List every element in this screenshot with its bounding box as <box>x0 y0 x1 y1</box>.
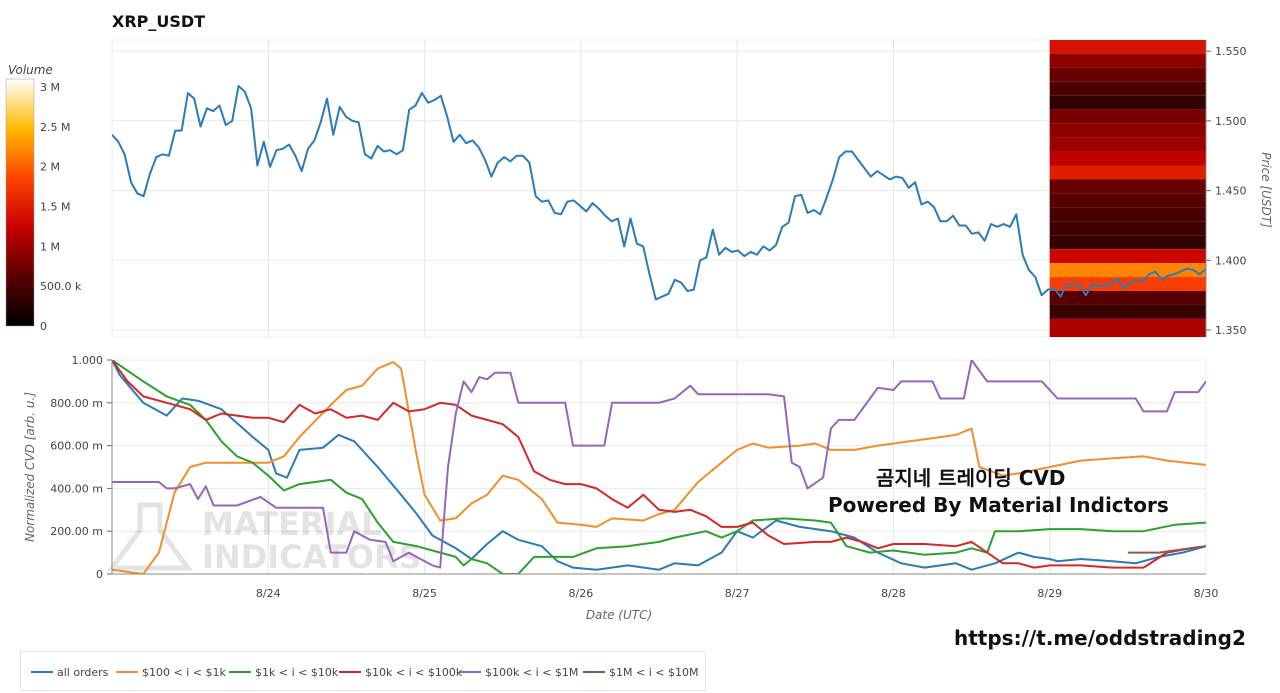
watermark-text-2: INDICATORS <box>202 538 422 576</box>
price-tick-label: 1.350 <box>1215 324 1247 337</box>
heatmap-cell <box>1049 81 1206 96</box>
cvd-panel <box>111 359 1207 575</box>
cvd-tick-label: 0 <box>96 568 103 581</box>
legend-swatch <box>229 671 251 673</box>
x-tick-label: 8/25 <box>412 587 437 600</box>
cvd-tick-label: 800.00 m <box>50 397 103 410</box>
heatmap-cell <box>1049 263 1206 278</box>
legend-swatch <box>116 671 138 673</box>
cvd-tick-label: 1.000 <box>72 354 104 367</box>
heatmap-cell <box>1049 165 1206 180</box>
x-tick-label: 8/28 <box>881 587 906 600</box>
chart-title: XRP_USDT <box>112 12 206 31</box>
legend-item[interactable]: all orders <box>31 666 108 679</box>
heatmap-cell <box>1049 290 1206 305</box>
cvd-tick-label: 600.00 m <box>50 440 103 453</box>
colorbar-tick-label: 2 M <box>40 161 60 174</box>
price-tick-label: 1.400 <box>1215 254 1247 267</box>
colorbar-tick-label: 2.5 M <box>40 121 70 134</box>
colorbar-title: Volume <box>8 63 53 77</box>
flask-icon <box>107 502 193 571</box>
cvd-series-line <box>112 360 1206 574</box>
price-series-line <box>112 85 1206 301</box>
price-tick-label: 1.550 <box>1215 45 1247 58</box>
cvd-series-line <box>112 360 1206 569</box>
cvd-tick-label: 400.00 m <box>50 482 103 495</box>
legend-label: $10k < i < $100k <box>365 666 463 679</box>
heatmap-cell <box>1049 221 1206 236</box>
price-tick-label: 1.500 <box>1215 115 1247 128</box>
price-axis-label: Price [USDT] <box>1259 152 1273 228</box>
colorbar-tick-label: 1 M <box>40 240 60 253</box>
volume-heatmap <box>1049 40 1206 337</box>
colorbar-tick-label: 0 <box>40 320 47 333</box>
heatmap-cell <box>1049 207 1206 222</box>
legend-item[interactable]: $100 < i < $1k <box>116 666 226 679</box>
legend-item[interactable]: $1k < i < $10k <box>229 666 338 679</box>
legend: all orders $100 < i < $1k $1k < i < $10k $1… <box>20 651 706 691</box>
legend-item[interactable]: $100k < i < $1M <box>459 666 578 679</box>
legend-label: $1M < i < $10M <box>609 666 699 679</box>
x-tick-label: 8/30 <box>1194 587 1219 600</box>
legend-label: $1k < i < $10k <box>255 666 339 679</box>
x-tick-label: 8/24 <box>256 587 281 600</box>
cvd-series-line <box>1127 545 1206 554</box>
x-tick-label: 8/29 <box>1037 587 1062 600</box>
heatmap-cell <box>1049 318 1206 337</box>
heatmap-cell <box>1049 123 1206 138</box>
legend-swatch <box>339 671 361 673</box>
legend-label: all orders <box>57 666 109 679</box>
cvd-series-line <box>112 360 1206 569</box>
colorbar-tick-label: 1.5 M <box>40 200 70 213</box>
cvd-series-line <box>112 361 1206 574</box>
heatmap-cell <box>1049 151 1206 166</box>
legend-swatch <box>31 671 53 673</box>
overlay-title: 곰지네 트레이딩 CVD <box>876 466 1066 490</box>
telegram-link[interactable]: https://t.me/oddstrading2 <box>954 626 1246 650</box>
cvd-tick-label: 200.00 m <box>50 525 103 538</box>
legend-item[interactable]: $10k < i < $100k <box>339 666 462 679</box>
price-panel <box>111 39 1207 338</box>
heatmap-cell <box>1049 95 1206 110</box>
overlay-subtitle: Powered By Material Indictors <box>828 493 1169 517</box>
legend-swatch <box>583 671 605 673</box>
legend-label: $100k < i < $1M <box>485 666 579 679</box>
heatmap-cell <box>1049 53 1206 68</box>
legend-item[interactable]: $1M < i < $10M <box>583 666 698 679</box>
x-axis-label: Date (UTC) <box>586 608 652 622</box>
heatmap-cell <box>1049 40 1206 54</box>
heatmap-cell <box>1049 249 1206 264</box>
volume-colorbar <box>5 78 35 327</box>
heatmap-cell <box>1049 67 1206 82</box>
cvd-axis-label: Normalized CVD [arb. u.] <box>23 392 37 542</box>
legend-swatch <box>459 671 481 673</box>
heatmap-cell <box>1049 193 1206 208</box>
colorbar-tick-label: 3 M <box>40 81 60 94</box>
heatmap-cell <box>1049 179 1206 194</box>
heatmap-cell <box>1049 235 1206 250</box>
legend-label: $100 < i < $1k <box>142 666 226 679</box>
price-tick-label: 1.450 <box>1215 185 1247 198</box>
heatmap-cell <box>1049 137 1206 152</box>
heatmap-cell <box>1049 304 1206 319</box>
x-tick-label: 8/27 <box>725 587 750 600</box>
cvd-series-line <box>112 360 1206 571</box>
heatmap-cell <box>1049 109 1206 124</box>
colorbar-tick-label: 500.0 k <box>40 280 82 293</box>
x-tick-label: 8/26 <box>569 587 594 600</box>
